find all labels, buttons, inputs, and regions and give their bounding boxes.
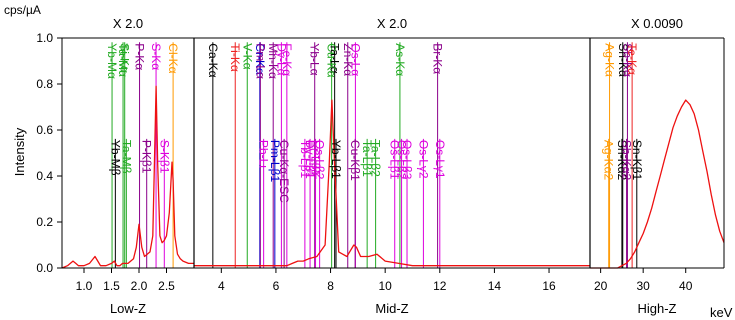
peak-label-yb-m-: Yb-Mβ <box>108 140 122 176</box>
peak-label-er-l-1: Er-Lβ1 <box>309 140 323 177</box>
peak-label-v-k-: V-Kα <box>240 43 254 69</box>
peak-label-s-k-1: S-Kβ1 <box>157 140 171 174</box>
y-tick-label: 0.8 <box>36 77 53 91</box>
peak-label-ti-k-: Ti-Kα <box>228 43 242 72</box>
x-tick-label: 2.5 <box>158 279 175 293</box>
spectrum-line <box>61 85 194 269</box>
peak-label-os-l-3: Os-Lβ3 <box>400 140 414 180</box>
panel-scale-label: X 0.0090 <box>631 16 683 31</box>
peak-label-s-k-: S-Kα <box>149 43 163 70</box>
peak-label-dy-l-: Dy-Lα <box>274 43 288 75</box>
x-tick-label: 2.0 <box>131 279 148 293</box>
peak-label-sb-k-: Sb-Kα <box>620 43 634 77</box>
panel-scale-label: X 2.0 <box>377 16 407 31</box>
peak-label-cu-k-esc: Cu-Kα-ESC <box>277 140 291 203</box>
peak-label-ca-k-: Ca-Kα <box>206 43 220 77</box>
peak-label-ta-l-: Ta-Lα <box>328 43 342 73</box>
peak-label-ta-l-1: Ta-Lβ1 <box>360 140 374 177</box>
x-tick-label: 16 <box>542 279 556 293</box>
x-tick-label: 30 <box>636 279 650 293</box>
y-tick-label: 0.6 <box>36 123 53 137</box>
x-tick-label: 1.5 <box>103 279 120 293</box>
peak-label-tb-l-1: Tb-Lβ1 <box>298 140 312 179</box>
peak-label-cr-k-: Cr-Kα <box>253 43 267 75</box>
x-tick-label: 10 <box>378 279 392 293</box>
peak-label-cl-k-: Cl-Kα <box>166 43 180 73</box>
x-tick-label: 14 <box>488 279 502 293</box>
panel-name: Mid-Z <box>375 301 408 316</box>
panel-scale-label: X 2.0 <box>113 16 143 31</box>
peak-label-os-l-2: Os-Lγ2 <box>416 140 430 179</box>
peak-label-yb-l-1: Yb-Lβ1 <box>329 140 343 179</box>
peak-label-pm-l-: Pm-Lα <box>253 43 267 79</box>
peak-label-mn-k-: Mn-Kα <box>266 43 280 79</box>
peak-label-ag-k-: Ag-Kα <box>603 43 617 77</box>
peak-label-os-l-1: Os-Lβ1 <box>388 140 402 180</box>
peak-label-sn-k-1: Sn-Kβ1 <box>630 140 644 181</box>
panel-name: Low-Z <box>110 301 146 316</box>
peak-label-sn-k-: Sn-Kα <box>616 43 630 77</box>
peak-label-br-k-: Br-Kα <box>431 43 445 74</box>
x-tick-label: 1.0 <box>76 279 93 293</box>
peak-label-cu-k-1: Cu-Kβ1 <box>348 140 362 181</box>
peak-label-os-l-2: Os-Lβ2 <box>313 140 327 180</box>
y-tick-label: 0.0 <box>36 261 53 275</box>
x-tick-label: 6 <box>273 279 280 293</box>
x-tick-label: 20 <box>594 279 608 293</box>
peak-label-sn-k-2: Sn-Kα2 <box>615 140 629 181</box>
peak-label-ta-m-: Ta-Mα <box>116 43 130 77</box>
x-tick-label: 12 <box>433 279 447 293</box>
peak-label-os-l-: Os-Lα <box>348 43 362 76</box>
y-tick-label: 1.0 <box>36 31 53 45</box>
x-unit-label: keV <box>710 305 733 320</box>
peak-label-si-k-: Si-Kα <box>118 43 132 73</box>
peak-label-fe-k-: Fe-Kα <box>280 43 294 76</box>
peak-label-yb-l-: Yb-Lα <box>308 43 322 75</box>
y-tick-label: 0.4 <box>36 169 53 183</box>
unit-label: cps/µA <box>4 3 41 17</box>
peak-label-zn-k-: Zn-Kα <box>341 43 355 76</box>
peak-label-pm-l-1: Pm-Lβ1 <box>268 140 282 183</box>
x-tick-label: 40 <box>679 279 693 293</box>
panel-name: High-Z <box>637 301 676 316</box>
peak-label-as-k-: As-Kα <box>393 43 407 76</box>
peak-label-p-k-1: P-Kβ1 <box>140 140 154 174</box>
spectrum-line <box>590 99 725 269</box>
y-tick-label: 0.2 <box>36 215 53 229</box>
x-tick-label: 4 <box>218 279 225 293</box>
peak-label-ta-m-: Ta-Mβ <box>119 140 133 174</box>
peak-label-os-l-1: Os-Lγ1 <box>433 140 447 179</box>
peak-label-yb-m-: Yb-Mα <box>105 43 119 79</box>
peak-label-ta-l-2: Ta-Lβ2 <box>369 140 383 177</box>
peak-label-pb-l-: Pb-Lι <box>257 140 271 168</box>
peak-label-dy-l-1: Dy-Lβ1 <box>303 140 317 179</box>
spectrum-line <box>194 99 590 267</box>
peak-label-sb-k-2: Sb-Kα2 <box>620 140 634 181</box>
peak-label-cu-k-: Cu-Kα <box>325 43 339 77</box>
peak-label-p-k-: P-Kα <box>133 43 147 70</box>
peak-label-ag-k-2: Ag-Kα2 <box>602 140 616 181</box>
x-tick-label: 8 <box>327 279 334 293</box>
y-axis-label: Intensity <box>12 127 27 176</box>
peak-label-te-k-: Te-Kα <box>625 43 639 75</box>
peak-label-os-l-2: Os-Lβ2 <box>395 140 409 180</box>
